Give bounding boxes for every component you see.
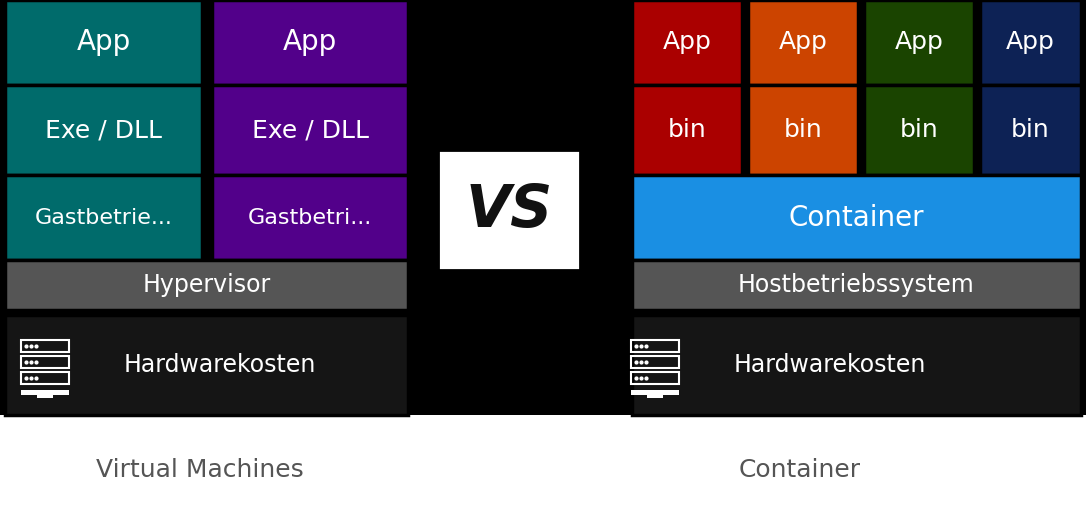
Bar [5,260,408,310]
Text: Gastbetrie...: Gastbetrie... [35,208,173,228]
Bar [864,85,974,175]
Text: Container: Container [788,204,924,231]
Bar [632,0,742,85]
Bar [37,393,53,398]
Text: App: App [76,28,130,57]
Text: bin: bin [899,118,938,142]
Bar [212,175,408,260]
Bar [632,315,1081,415]
Bar [5,85,202,175]
Bar [212,85,408,175]
Text: Hardwarekosten: Hardwarekosten [734,353,926,377]
Text: Hypervisor: Hypervisor [142,273,270,297]
Text: App: App [662,30,711,54]
Text: bin: bin [784,118,822,142]
Bar [631,372,679,384]
Bar [0,0,1086,415]
Bar [5,315,408,415]
Text: Hardwarekosten: Hardwarekosten [124,353,316,377]
Text: Exe / DLL: Exe / DLL [45,118,162,142]
Bar [632,175,1081,260]
Text: bin: bin [668,118,706,142]
Text: Exe / DLL: Exe / DLL [252,118,368,142]
Bar [0,415,1086,514]
Bar [5,175,202,260]
Text: bin: bin [1011,118,1050,142]
Bar [21,356,70,368]
Bar [864,0,974,85]
Bar [21,372,70,384]
Bar [408,0,632,415]
Bar [632,260,1081,310]
Bar [21,390,70,395]
Bar [631,340,679,352]
Text: Container: Container [738,458,861,482]
Bar [631,356,679,368]
Text: App: App [282,28,337,57]
Text: App: App [1006,30,1055,54]
Bar [632,85,742,175]
Bar [631,390,679,395]
Text: App: App [779,30,828,54]
Bar [980,85,1081,175]
Bar [5,0,202,85]
Bar [438,150,580,270]
Text: Gastbetri...: Gastbetri... [248,208,372,228]
Bar [980,0,1081,85]
Bar [647,393,662,398]
Bar [748,85,858,175]
Bar [748,0,858,85]
Bar [212,0,408,85]
Text: Hostbetriebssystem: Hostbetriebssystem [738,273,975,297]
Bar [21,340,70,352]
Text: App: App [895,30,944,54]
Text: VS: VS [466,181,553,238]
Text: Virtual Machines: Virtual Machines [97,458,304,482]
